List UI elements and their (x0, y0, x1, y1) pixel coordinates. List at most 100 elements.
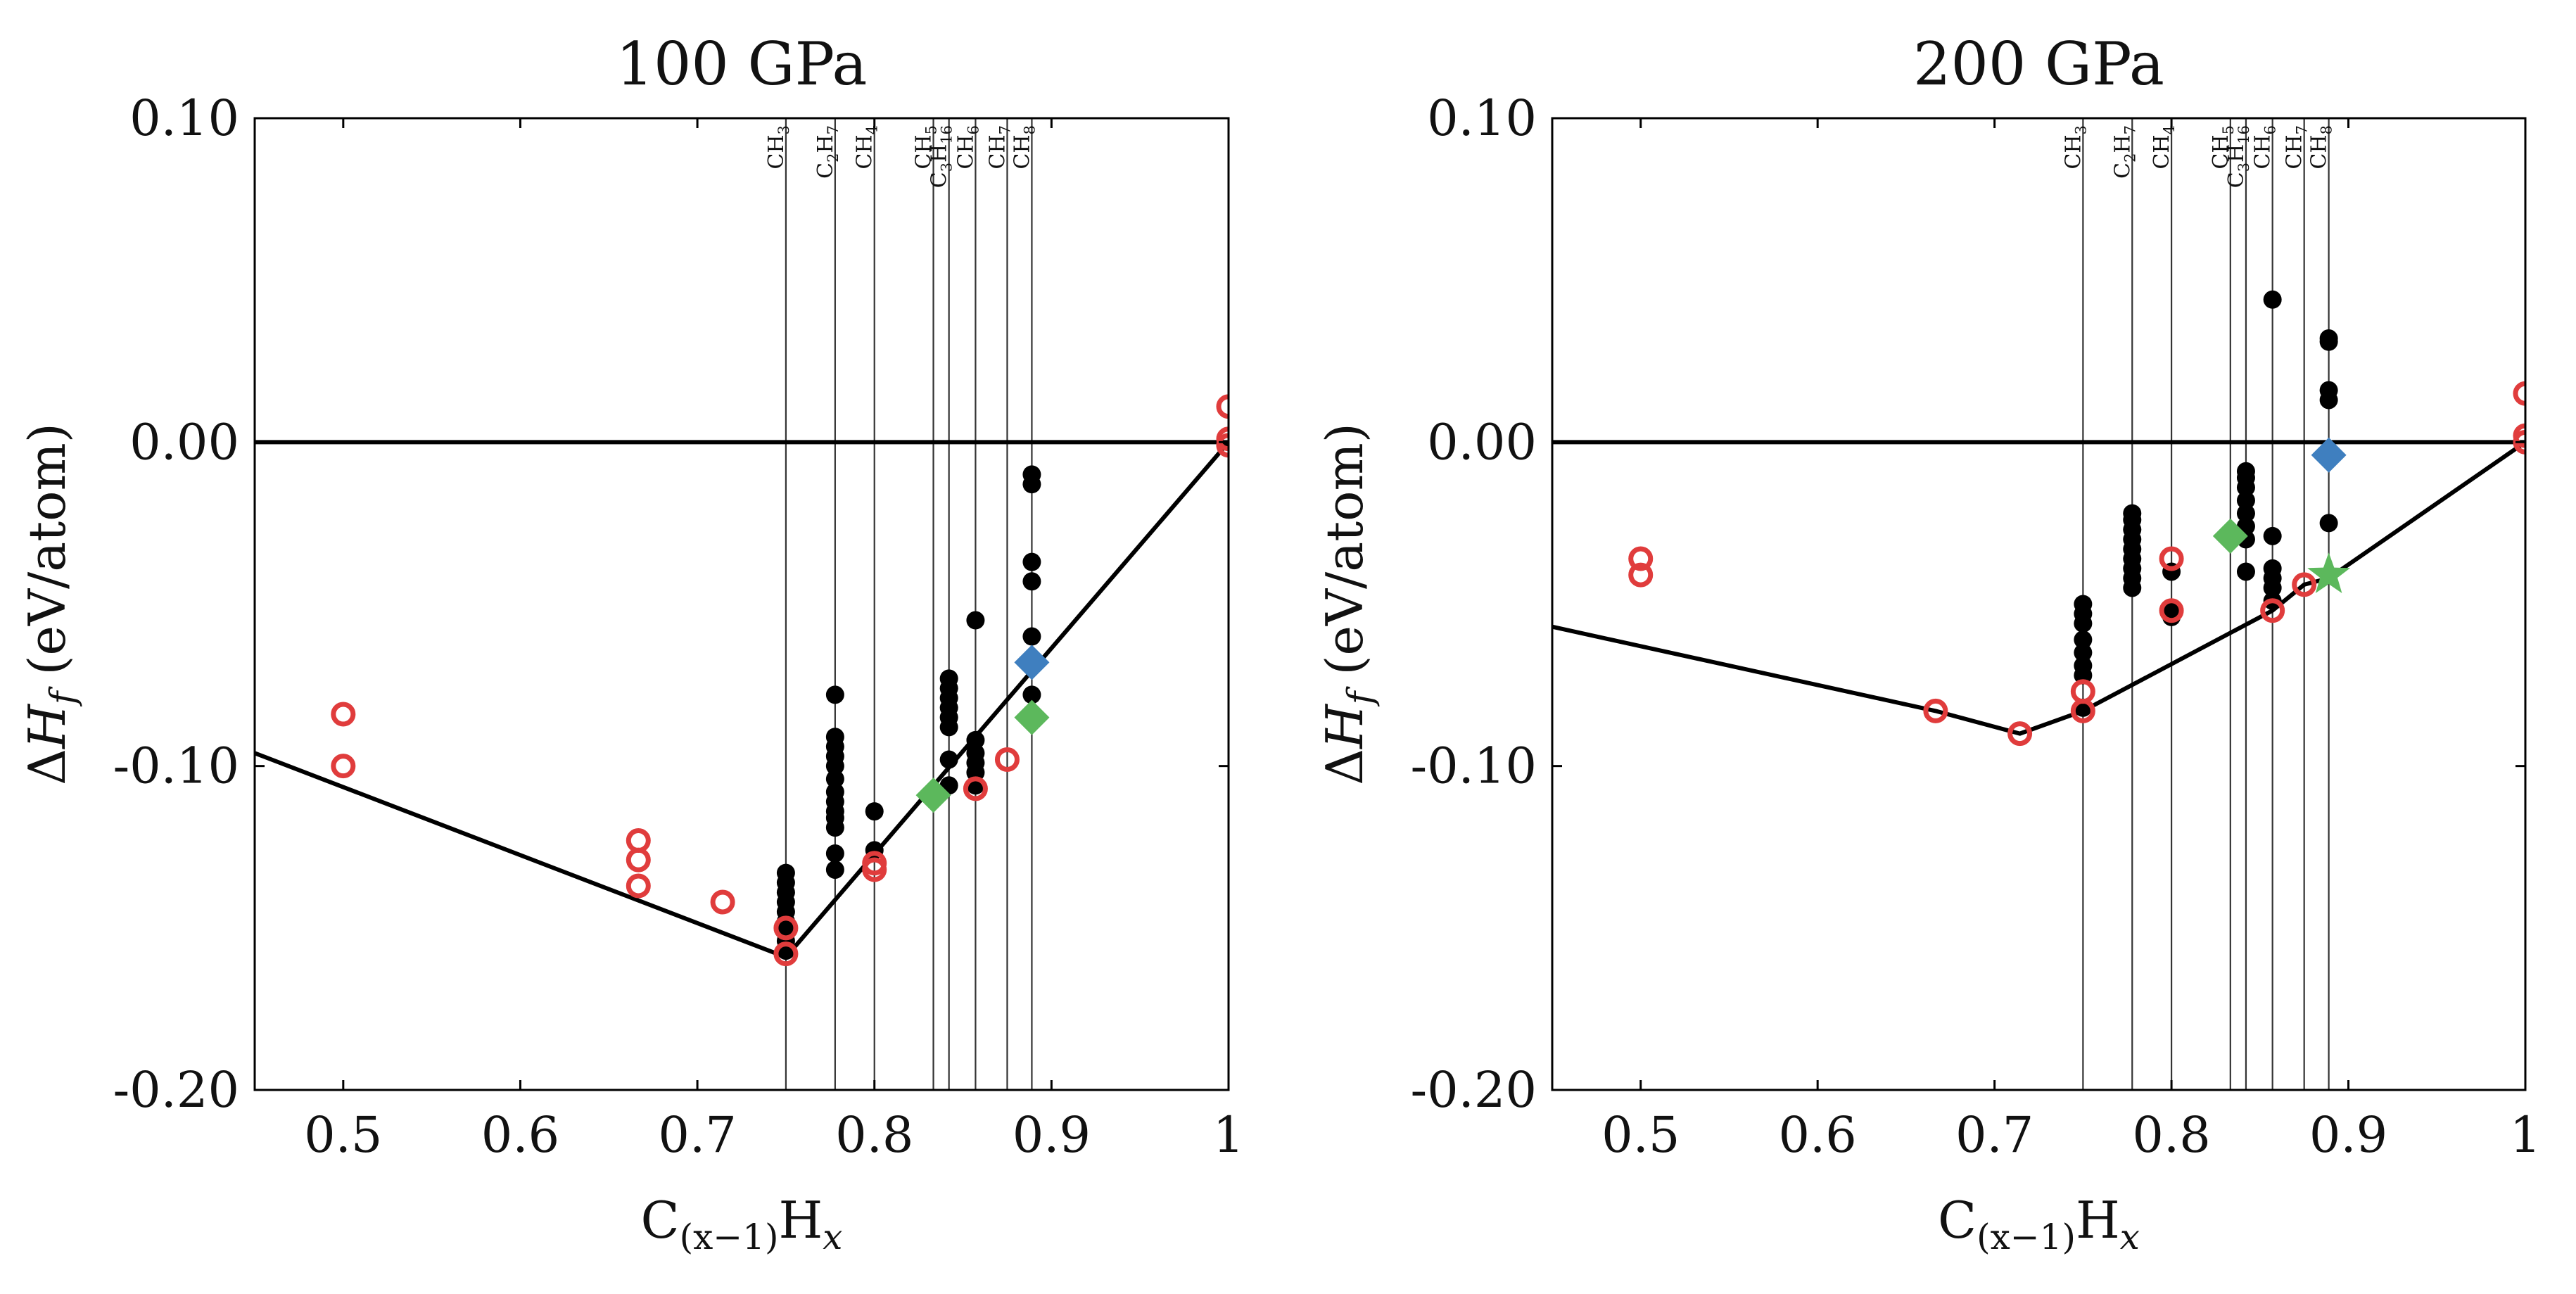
composition-label: C2H7 (813, 125, 842, 179)
composition-base: C (2224, 172, 2249, 188)
x-tick-label: 1 (1213, 1106, 1245, 1164)
composition-base: CH (764, 134, 789, 169)
y-tick-label: 0.00 (129, 413, 239, 471)
composition-subscript: 8 (2318, 125, 2335, 134)
data-point-red-circle (862, 857, 887, 882)
y-label-delta: Δ (1315, 749, 1374, 785)
composition-label: CH4 (2150, 125, 2178, 170)
plot-area (1552, 118, 2525, 1090)
composition-label: CH7 (985, 125, 1013, 170)
data-point-black (825, 860, 844, 879)
chart-title: 200 GPa (1913, 30, 2164, 99)
y-label-h: H (18, 704, 77, 750)
composition-label: CH4 (853, 125, 881, 170)
data-point-red-circle (331, 754, 356, 779)
data-point-black (939, 750, 958, 769)
composition-subscript-2: 7 (825, 125, 842, 134)
composition-subscript: 7 (996, 125, 1013, 134)
x-tick-label: 0.5 (1601, 1106, 1680, 1164)
data-point-black (966, 730, 985, 749)
data-point-red-circle (710, 889, 735, 915)
chart-title: 100 GPa (616, 30, 868, 99)
composition-base: CH (2283, 134, 2307, 169)
y-tick-label: 0.00 (1427, 413, 1537, 471)
composition-subscript: 7 (2294, 125, 2311, 134)
data-point-black (939, 718, 958, 737)
data-point-black (2074, 666, 2093, 685)
x-tick-label: 0.9 (1013, 1106, 1091, 1164)
x-tick-label: 0.7 (658, 1106, 736, 1164)
x-axis-label: C(x−1)Hx (1938, 1191, 2140, 1257)
y-tick-label: -0.20 (1410, 1061, 1537, 1119)
y-tick-label: 0.10 (1427, 89, 1537, 147)
data-point-black (1022, 685, 1041, 704)
data-point-black (1022, 475, 1041, 494)
composition-base: CH (853, 134, 877, 169)
data-point-green-diamond (915, 778, 951, 813)
composition-base-2: H (927, 144, 952, 163)
composition-subscript: 3 (2235, 163, 2252, 172)
x-axis-label: C(x−1)Hx (640, 1191, 842, 1257)
data-point-black (2319, 391, 2338, 410)
data-point-black (825, 844, 844, 863)
data-point-red-circle (2292, 572, 2317, 597)
x-label-subscript: (x−1) (1977, 1217, 2076, 1257)
composition-base: CH (1010, 134, 1034, 169)
data-point-black (825, 770, 844, 789)
data-point-black (2236, 491, 2255, 510)
data-point-black (2074, 614, 2093, 633)
composition-label: CH6 (2251, 125, 2279, 170)
composition-base-2: H (2224, 144, 2249, 163)
y-tick-label: 0.10 (129, 89, 239, 147)
data-point-blue-diamond (2311, 437, 2347, 473)
composition-base: CH (2150, 134, 2174, 169)
data-point-black (966, 611, 985, 630)
data-point-green-diamond (2212, 518, 2248, 554)
composition-label: CH7 (2283, 125, 2311, 170)
y-label-units: (eV/atom) (18, 423, 77, 691)
data-point-blue-diamond (1014, 645, 1050, 680)
composition-label: CH3 (764, 125, 792, 170)
composition-base-2: H (813, 134, 838, 153)
x-tick-label: 0.5 (304, 1106, 382, 1164)
plot-area (255, 118, 1229, 1090)
x-tick-label: 0.7 (1955, 1106, 2033, 1164)
data-point-red-circle (2159, 546, 2184, 571)
data-point-red-circle (331, 702, 356, 727)
composition-label: C3H16 (2224, 125, 2252, 188)
data-point-green-diamond (1014, 699, 1050, 735)
data-point-red-circle (2513, 381, 2525, 406)
data-point-red-circle (1923, 698, 1948, 723)
data-point-red-circle (2070, 698, 2095, 723)
composition-subscript: 6 (2262, 125, 2279, 134)
data-point-red-circle (626, 873, 651, 899)
axes-box (253, 117, 1230, 1091)
composition-subscript-2: 7 (2121, 125, 2138, 134)
data-layer (1628, 290, 2525, 747)
x-tick-label: 0.6 (1779, 1106, 1857, 1164)
data-point-black (2123, 578, 2142, 597)
x-label-subscript-2: x (2120, 1217, 2140, 1257)
data-point-black (825, 685, 844, 704)
data-point-green-star (2307, 552, 2351, 593)
y-tick-label: -0.10 (113, 737, 239, 795)
data-point-black (966, 763, 985, 782)
composition-base: C (2110, 163, 2135, 179)
composition-subscript: 5 (2220, 125, 2237, 134)
composition-subscript: 3 (939, 163, 956, 172)
x-label-mid: H (2076, 1191, 2120, 1250)
composition-base: CH (2307, 134, 2332, 169)
y-axis-label: ΔHf (eV/atom) (1315, 423, 1381, 785)
composition-subscript: 4 (864, 125, 881, 134)
composition-label: CH6 (953, 125, 982, 170)
data-point-red-circle (2260, 598, 2285, 623)
composition-label: CH8 (1010, 125, 1038, 170)
x-label-subscript-2: x (823, 1217, 842, 1257)
data-point-red-circle (773, 941, 799, 967)
data-point-black (1022, 572, 1041, 591)
data-point-black (2319, 514, 2338, 533)
data-point-red-circle (994, 747, 1020, 772)
data-point-black (825, 756, 844, 775)
